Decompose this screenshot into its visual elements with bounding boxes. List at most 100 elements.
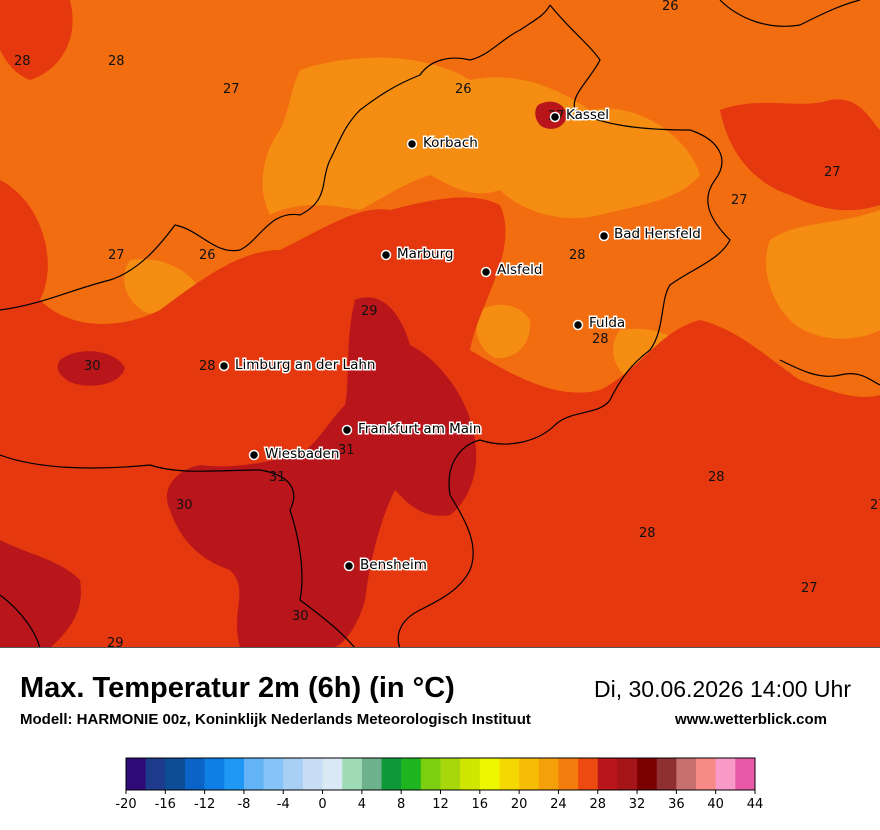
city-marker-frankfurt: Frankfurt am Main	[341, 420, 483, 439]
value-label: 28	[569, 248, 586, 263]
legend-color-swatch	[715, 758, 736, 790]
legend-color-swatch	[224, 758, 245, 790]
legend-tick-label: 40	[707, 797, 724, 812]
city-dot-icon	[598, 230, 610, 242]
temp-field-28-30	[0, 0, 73, 80]
legend-tick-label: 24	[550, 797, 567, 812]
value-label: 27	[870, 498, 880, 513]
website-label: www.wetterblick.com	[675, 711, 827, 728]
legend-color-swatch	[460, 758, 481, 790]
legend-color-swatch	[499, 758, 520, 790]
legend-color-swatch	[145, 758, 166, 790]
value-label: 26	[662, 0, 679, 14]
value-label: 28	[14, 54, 31, 69]
legend-color-swatch	[283, 758, 304, 790]
forecast-datetime: Di, 30.06.2026 14:00 Uhr	[593, 676, 851, 702]
city-dot-icon	[343, 560, 355, 572]
legend-color-swatch	[440, 758, 461, 790]
city-marker-limburg: Limburg an der Lahn	[218, 356, 377, 375]
legend-color-swatch	[656, 758, 677, 790]
value-label: 27	[731, 193, 748, 208]
city-label: Wiesbaden	[265, 446, 339, 462]
value-label: 30	[292, 609, 309, 624]
legend-color-swatch	[578, 758, 599, 790]
temp-field-30-32	[0, 540, 81, 648]
city-label: Korbach	[423, 135, 478, 151]
legend-color-swatch	[597, 758, 618, 790]
color-legend: -20 -16 -12 -8 -4 0 4 8 12 16 20 24 28 32 36 40 44	[115, 757, 763, 812]
legend-color-swatch	[361, 758, 382, 790]
legend-color-swatch	[184, 758, 205, 790]
value-label: 30	[84, 359, 101, 374]
legend-tick-label: 36	[668, 797, 685, 812]
state-border-line	[719, 0, 861, 27]
city-marker-fulda: Fulda	[572, 314, 627, 333]
legend-color-swatch	[519, 758, 540, 790]
value-label: 31	[269, 470, 286, 485]
city-label: Bad Hersfeld	[614, 226, 701, 242]
legend-tick-label: 12	[432, 797, 449, 812]
legend-tick-label: 8	[397, 797, 405, 812]
value-label: 31	[338, 443, 355, 458]
city-marker-korbach: Korbach	[406, 134, 479, 153]
city-label: Alsfeld	[497, 262, 542, 278]
value-label: 28	[592, 332, 609, 347]
legend-color-swatch	[735, 758, 756, 790]
legend-tick-label: -16	[155, 797, 176, 812]
legend-tick-label: -4	[277, 797, 290, 812]
city-label: Kassel	[566, 107, 609, 123]
legend-color-swatch	[263, 758, 284, 790]
model-attribution: Modell: HARMONIE 00z, Koninklijk Nederla…	[20, 711, 531, 728]
legend-tick-label: 32	[629, 797, 646, 812]
city-marker-marburg: Marburg	[380, 245, 455, 264]
legend-tick-label: -12	[194, 797, 215, 812]
temperature-map: 26 28 28 27 26 27 27 27 26 28 29 28 30 2…	[0, 0, 880, 648]
value-label: 27	[824, 165, 841, 180]
temp-field-30-32	[57, 351, 125, 386]
legend-color-swatch	[243, 758, 264, 790]
temp-field-30-32	[166, 297, 477, 648]
legend-color-swatch	[322, 758, 343, 790]
state-border-line	[0, 594, 41, 648]
legend-color-swatch	[401, 758, 422, 790]
map-title: Max. Temperatur 2m (6h) (in °C)	[20, 672, 455, 704]
city-label: Fulda	[589, 315, 625, 331]
city-dot-icon	[218, 360, 230, 372]
legend-color-swatch	[676, 758, 697, 790]
legend-color-swatch	[617, 758, 638, 790]
state-border-line	[0, 4, 731, 648]
city-dot-icon	[380, 249, 392, 261]
map-canvas: 26 28 28 27 26 27 27 27 26 28 29 28 30 2…	[0, 0, 880, 648]
legend-color-swatch	[696, 758, 716, 790]
city-label: Marburg	[397, 246, 453, 262]
temp-field-28-30	[720, 99, 880, 211]
legend-color-swatch	[204, 758, 225, 790]
legend-color-swatch	[637, 758, 658, 790]
value-label: 28	[108, 54, 125, 69]
city-marker-alsfeld: Alsfeld	[480, 261, 544, 280]
legend-color-swatch	[420, 758, 441, 790]
city-marker-kassel: Kassel	[549, 106, 611, 125]
legend-tick-label: -8	[237, 797, 250, 812]
legend-color-swatch	[342, 758, 363, 790]
city-dot-icon	[406, 138, 418, 150]
city-dot-icon	[341, 424, 353, 436]
temp-field-24-26	[766, 210, 880, 339]
city-label: Limburg an der Lahn	[235, 357, 375, 373]
legend-color-swatch	[479, 758, 500, 790]
city-marker-bensheim: Bensheim	[343, 556, 428, 575]
legend-tick-label: -20	[115, 797, 136, 812]
legend-color-swatch	[538, 758, 559, 790]
state-border-line	[0, 454, 356, 648]
legend-tick-label: 16	[472, 797, 489, 812]
legend-tick-label: 20	[511, 797, 528, 812]
value-label: 26	[199, 248, 216, 263]
value-label: 30	[176, 498, 193, 513]
legend-tick-label: 4	[358, 797, 366, 812]
value-label: 29	[361, 304, 378, 319]
city-label: Frankfurt am Main	[358, 421, 481, 437]
value-label: 28	[708, 470, 725, 485]
value-label: 26	[455, 82, 472, 97]
legend-color-swatch	[558, 758, 579, 790]
value-label: 28	[199, 359, 216, 374]
